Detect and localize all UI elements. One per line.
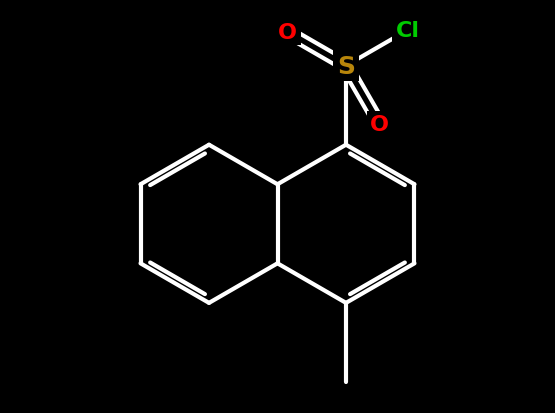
Text: O: O: [278, 23, 297, 43]
Text: O: O: [370, 114, 389, 135]
Text: S: S: [337, 55, 355, 78]
Text: Cl: Cl: [396, 21, 420, 41]
